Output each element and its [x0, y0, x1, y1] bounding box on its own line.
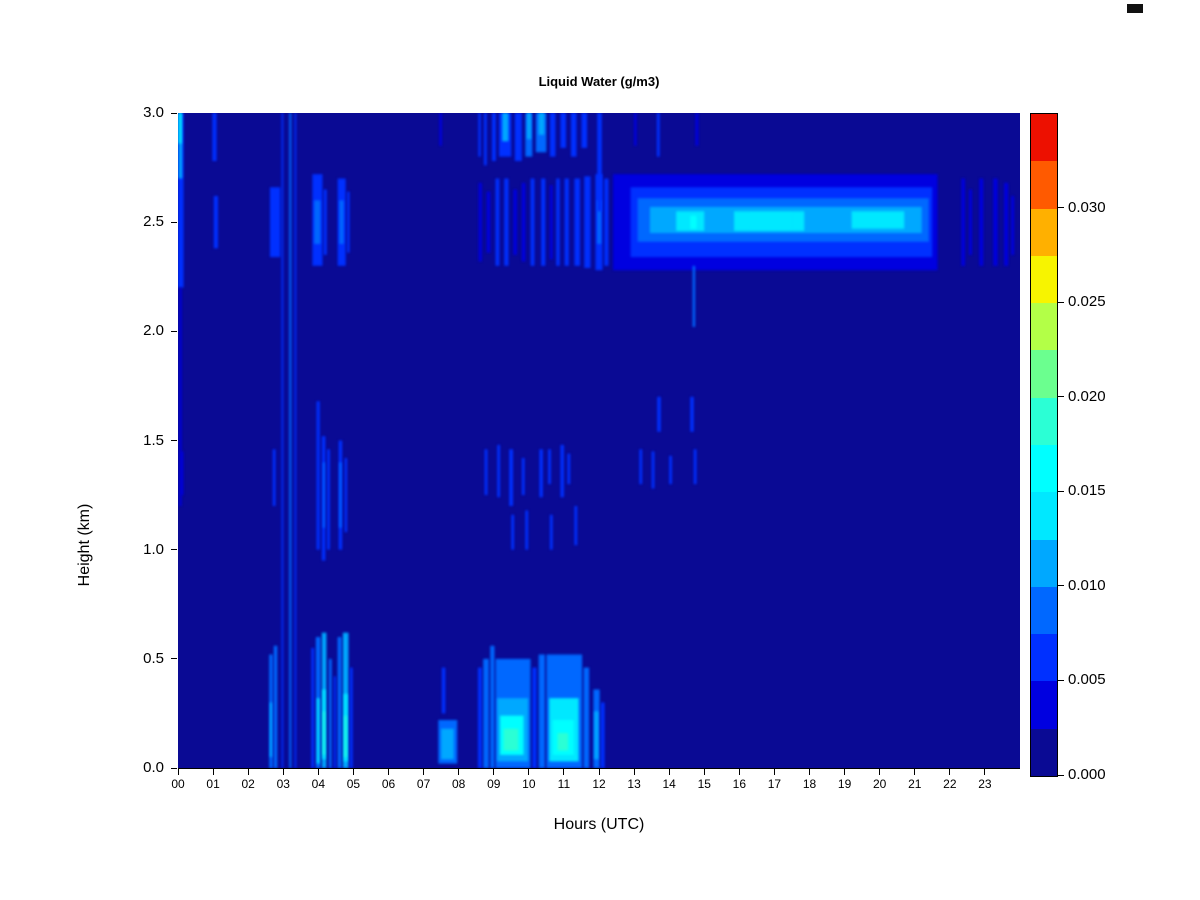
y-tick-mark [171, 440, 177, 441]
x-tick-label: 02 [241, 777, 255, 791]
x-tick-label: 03 [276, 777, 290, 791]
x-axis-label: Hours (UTC) [553, 816, 645, 833]
x-tick-label: 08 [451, 777, 466, 791]
colorbar-block [1031, 444, 1057, 493]
x-tick-mark [914, 769, 916, 775]
colorbar-block [1031, 161, 1057, 209]
colorbar-block [1031, 634, 1057, 682]
x-tick-label: 22 [943, 777, 957, 791]
x-tick-mark [458, 769, 460, 775]
colorbar-block [1031, 114, 1057, 162]
x-tick-mark [282, 769, 284, 775]
y-tick-label: 1.5 [143, 431, 164, 449]
colorbar-block [1031, 350, 1057, 398]
y-tick-mark [171, 330, 177, 332]
y-tick-mark [171, 112, 177, 114]
x-tick-label: 23 [978, 777, 992, 791]
colorbar-block [1031, 492, 1057, 540]
x-tick-mark [493, 769, 495, 775]
heatmap-canvas [178, 113, 1020, 768]
window-corner-mark [1127, 4, 1143, 13]
x-tick-mark [388, 769, 389, 775]
x-tick-label: 15 [697, 777, 711, 791]
x-tick-label: 16 [732, 777, 746, 791]
x-axis-line [178, 768, 1020, 769]
colorbar-tick-label: 0.010 [1068, 576, 1106, 594]
colorbar-tick-mark [1058, 396, 1064, 398]
x-tick-label: 07 [416, 777, 431, 791]
y-tick-label: 1.0 [143, 540, 164, 558]
x-tick-mark [844, 769, 846, 775]
x-tick-label: 13 [627, 777, 641, 791]
colorbar-tick-mark [1058, 490, 1064, 492]
colorbar-block [1031, 397, 1057, 445]
x-tick-mark [247, 769, 249, 775]
colorbar-block [1031, 208, 1057, 256]
colorbar-tick-label: 0.000 [1068, 766, 1106, 783]
y-tick-mark [171, 221, 177, 223]
colorbar [1030, 113, 1058, 777]
y-tick-label: 2.0 [143, 322, 164, 340]
x-tick-mark [984, 769, 986, 775]
colorbar-block [1031, 255, 1057, 304]
x-tick-mark [212, 769, 214, 775]
y-tick-label: 0.5 [143, 649, 164, 667]
chart-title: Liquid Water (g/m3) [538, 74, 660, 89]
x-tick-label: 09 [487, 777, 501, 791]
y-tick-label: 2.5 [143, 213, 164, 231]
y-axis-label: Height (km) [76, 503, 93, 587]
y-tick-mark [171, 658, 177, 660]
colorbar-block [1031, 303, 1057, 351]
y-tick-mark [171, 767, 177, 769]
x-tick-mark [668, 769, 670, 775]
x-tick-label: 04 [311, 777, 325, 791]
x-tick-mark [703, 769, 705, 775]
x-tick-label: 18 [802, 777, 817, 791]
colorbar-tick-mark [1058, 207, 1064, 209]
x-tick-label: 10 [522, 777, 536, 791]
colorbar-tick-label: 0.005 [1068, 671, 1106, 689]
x-tick-mark [598, 769, 600, 775]
x-tick-mark [352, 769, 354, 775]
x-tick-label: 14 [662, 777, 676, 791]
colorbar-tick-label: 0.025 [1068, 293, 1106, 311]
x-tick-label: 11 [557, 777, 571, 791]
x-tick-mark [738, 769, 740, 775]
x-tick-label: 19 [837, 777, 852, 791]
colorbar-block [1031, 539, 1057, 587]
colorbar-block [1031, 586, 1057, 635]
colorbar-block [1031, 728, 1057, 776]
colorbar-tick-label: 0.020 [1068, 387, 1106, 405]
x-tick-label: 06 [381, 777, 396, 791]
x-tick-mark [949, 769, 951, 775]
x-tick-label: 01 [206, 777, 220, 791]
x-tick-label: 20 [872, 777, 887, 791]
x-tick-mark [423, 769, 425, 775]
x-tick-label: 17 [767, 777, 782, 791]
x-tick-mark [563, 769, 565, 775]
colorbar-tick-label: 0.030 [1068, 198, 1106, 216]
x-tick-mark [177, 769, 179, 775]
x-tick-mark [317, 769, 319, 775]
y-tick-label: 0.0 [143, 759, 164, 776]
colorbar-tick-mark [1058, 301, 1064, 303]
colorbar-block [1031, 681, 1057, 729]
x-tick-mark [773, 769, 775, 775]
colorbar-tick-mark [1058, 774, 1064, 776]
x-tick-mark [879, 769, 881, 775]
x-tick-label: 05 [346, 777, 361, 791]
x-tick-mark [809, 769, 810, 775]
x-tick-label: 21 [908, 777, 922, 791]
x-tick-label: 00 [171, 777, 185, 791]
x-tick-mark [528, 769, 530, 775]
x-tick-label: 12 [592, 777, 606, 791]
x-tick-mark [633, 769, 635, 775]
colorbar-tick-mark [1058, 585, 1064, 587]
y-tick-mark [171, 549, 177, 551]
y-tick-label: 3.0 [143, 104, 164, 121]
colorbar-tick-label: 0.015 [1068, 482, 1106, 500]
colorbar-tick-mark [1058, 679, 1064, 681]
